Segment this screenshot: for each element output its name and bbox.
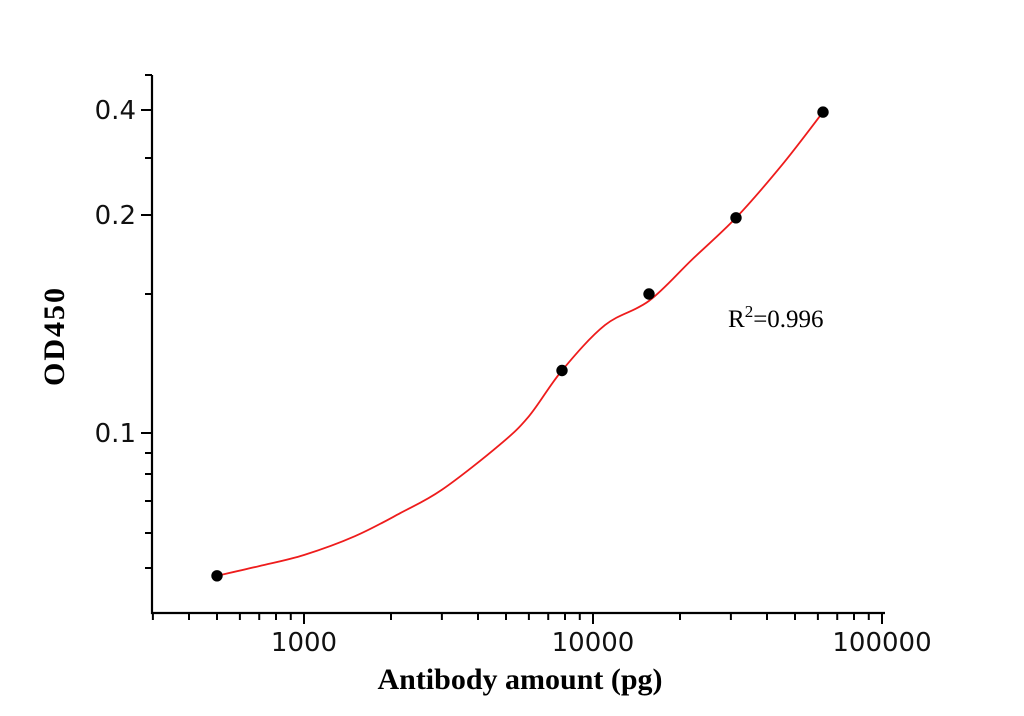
y-tick-label: 0.1 bbox=[95, 419, 136, 449]
r-squared-superscript: 2 bbox=[745, 302, 754, 321]
y-axis-ticks bbox=[141, 74, 152, 569]
x-tick-label: 1000 bbox=[271, 628, 337, 658]
r-squared-value: =0.996 bbox=[753, 306, 823, 333]
r-squared-base: R bbox=[728, 306, 745, 333]
axis-frame bbox=[150, 75, 885, 615]
y-tick-label: 0.4 bbox=[95, 96, 136, 126]
x-tick-label: 100000 bbox=[832, 628, 931, 658]
fit-curve-line bbox=[216, 111, 824, 577]
y-tick-label: 0.2 bbox=[95, 201, 136, 231]
x-axis-ticks bbox=[151, 613, 883, 624]
y-axis-title: OD450 bbox=[38, 286, 71, 386]
x-axis-tick-labels: 1000 10000 100000 bbox=[271, 628, 932, 658]
data-point bbox=[643, 288, 655, 300]
x-tick-label: 10000 bbox=[552, 628, 635, 658]
y-axis-tick-labels: 0.4 0.2 0.1 bbox=[95, 96, 136, 449]
data-point bbox=[211, 570, 223, 582]
data-point bbox=[556, 364, 568, 377]
data-point bbox=[730, 212, 742, 224]
data-points bbox=[211, 106, 829, 582]
data-point bbox=[817, 106, 829, 118]
r-squared-annotation: R2=0.996 bbox=[728, 302, 824, 333]
x-axis-title: Antibody amount (pg) bbox=[377, 663, 662, 696]
